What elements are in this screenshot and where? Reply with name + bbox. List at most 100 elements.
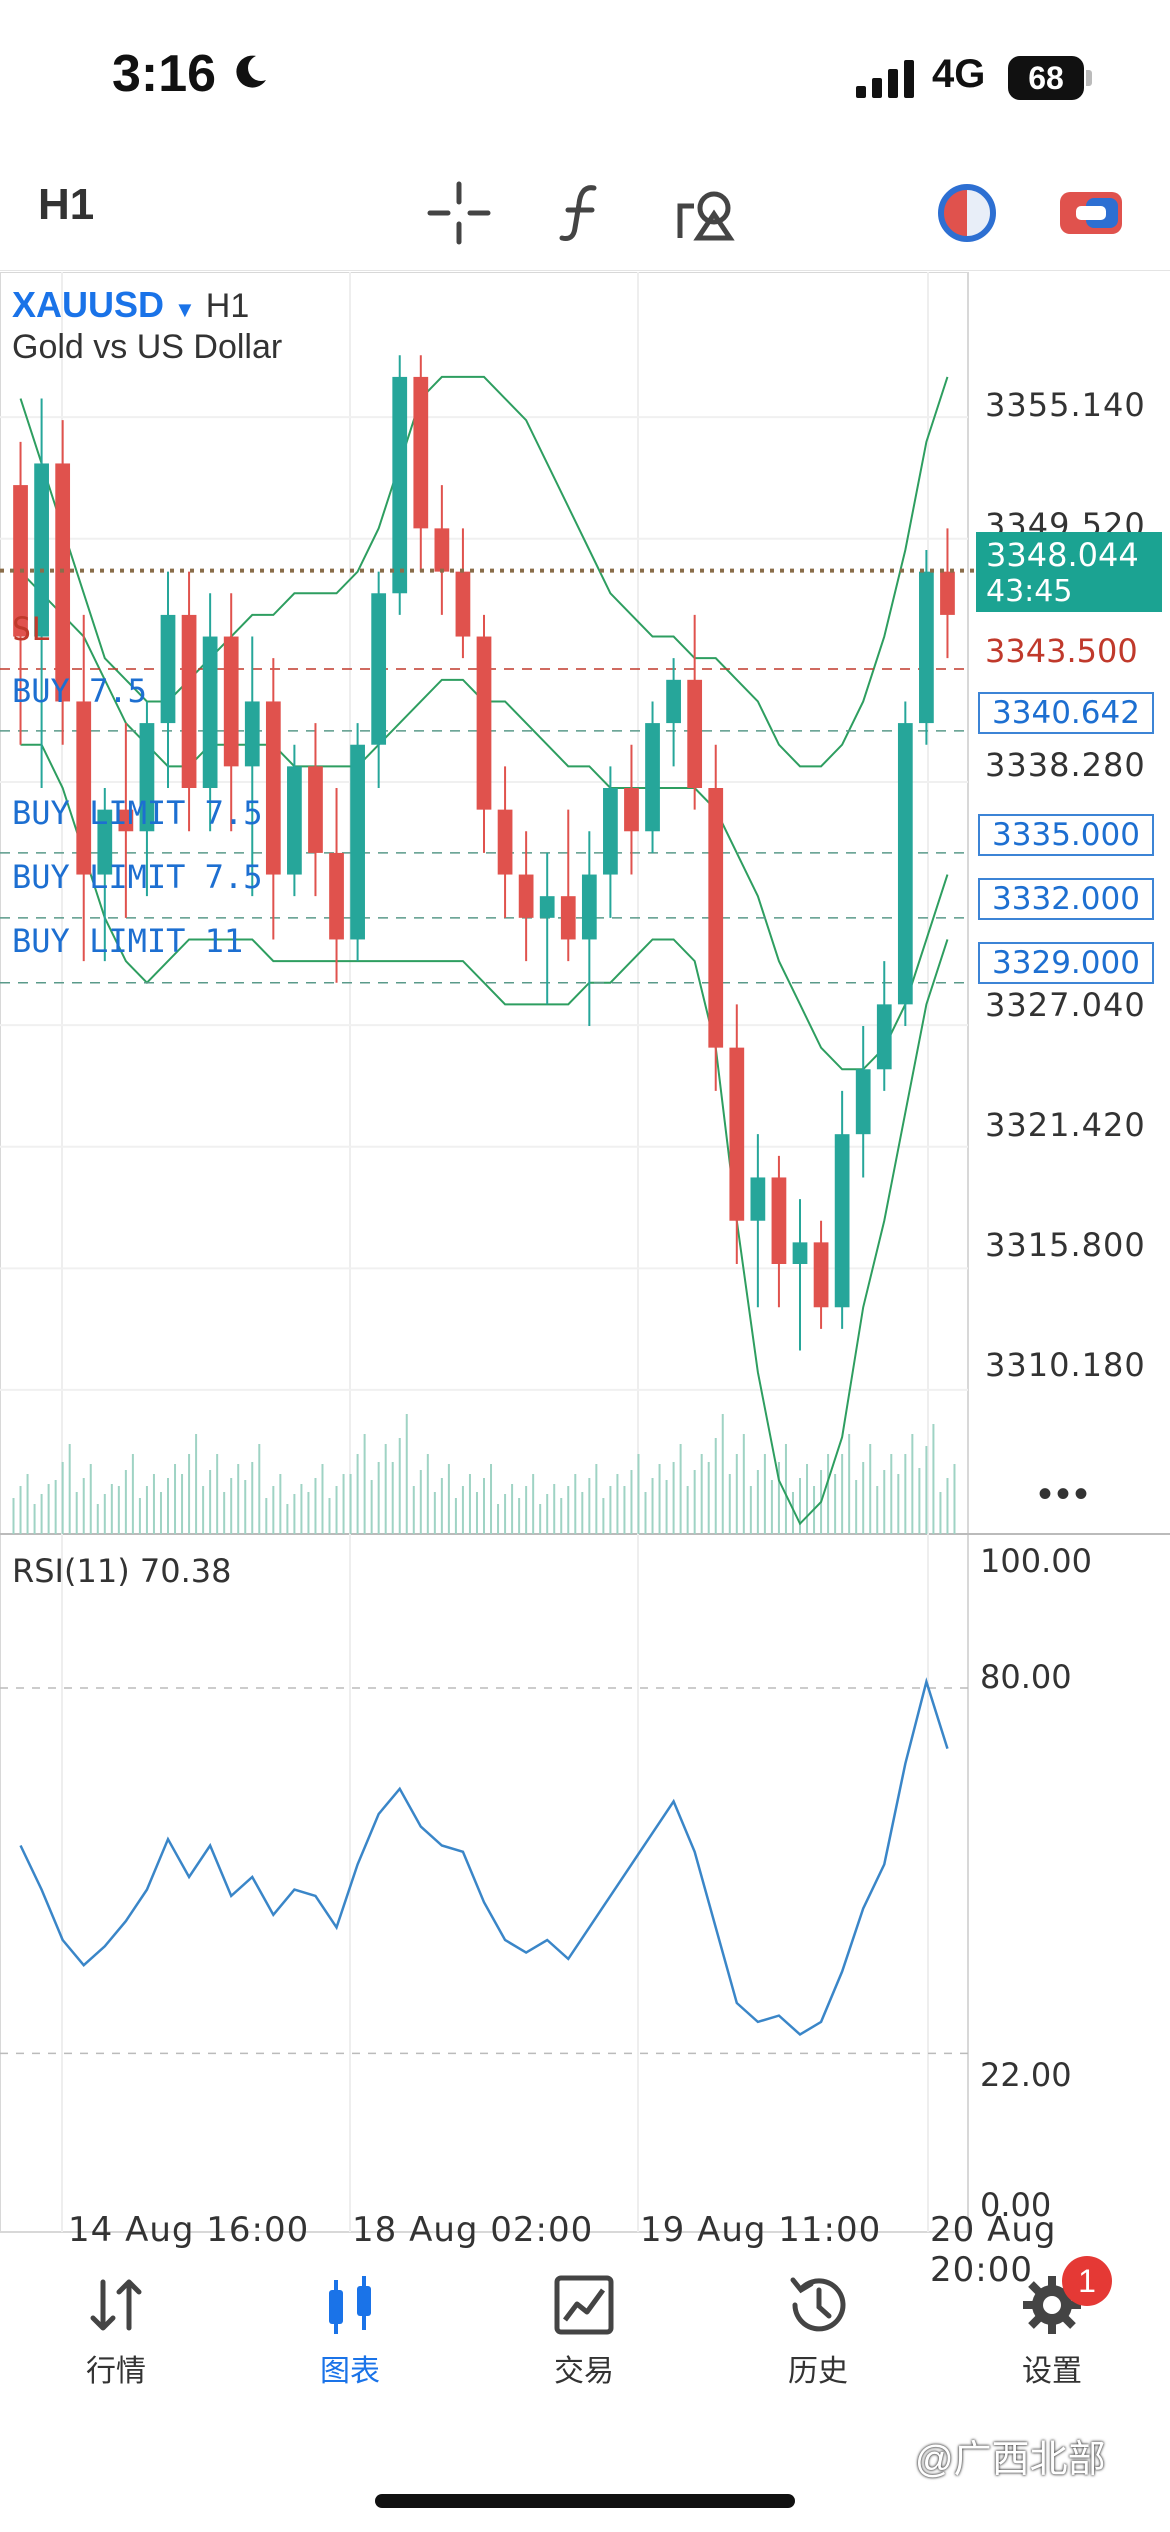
notification-badge: 1 bbox=[1062, 2256, 1112, 2306]
tab-label: 历史 bbox=[788, 2355, 848, 2388]
candle-body bbox=[392, 376, 408, 594]
candle-body bbox=[560, 896, 576, 940]
candle-body bbox=[287, 766, 302, 875]
candle-body bbox=[55, 463, 71, 702]
crosshair-icon[interactable] bbox=[424, 178, 494, 248]
candle-body bbox=[708, 788, 724, 1048]
candle-body bbox=[919, 571, 934, 724]
candle-body bbox=[687, 679, 703, 788]
candle-body bbox=[624, 788, 639, 832]
candle-body bbox=[603, 788, 618, 875]
order-label[interactable]: BUY LIMIT 7.5 bbox=[12, 794, 263, 832]
tab-history[interactable]: 历史 bbox=[728, 2260, 908, 2410]
bottom-tab-bar: 行情 图表 交易 历史 bbox=[0, 2256, 1170, 2410]
stop-loss-price: 3343.500 bbox=[985, 632, 1138, 670]
home-indicator[interactable] bbox=[375, 2494, 795, 2508]
candle-body bbox=[244, 701, 260, 767]
timeframe-selector[interactable]: H1 bbox=[38, 180, 95, 229]
time-axis-label: 19 Aug 11:00 bbox=[640, 2210, 882, 2250]
tab-trade[interactable]: 交易 bbox=[494, 2260, 674, 2410]
indicator-f-icon[interactable] bbox=[548, 178, 618, 248]
candle-body bbox=[265, 701, 281, 875]
battery-icon: 68 bbox=[1008, 56, 1084, 100]
network-type: 4G bbox=[932, 52, 986, 96]
current-price-tag: 3348.044 43:45 bbox=[976, 532, 1162, 612]
tab-label: 图表 bbox=[320, 2355, 380, 2388]
order-price-tag[interactable]: 3340.642 bbox=[978, 692, 1154, 734]
price-axis-label: 3327.040 bbox=[985, 986, 1146, 1024]
candle-body bbox=[729, 1047, 745, 1221]
symbol-name[interactable]: XAUUSD bbox=[12, 284, 165, 325]
tab-quotes[interactable]: 行情 bbox=[26, 2260, 206, 2410]
candle-body bbox=[434, 528, 450, 572]
price-axis-label: 3355.140 bbox=[985, 386, 1146, 424]
rsi-axis-label: 0.00 bbox=[980, 2186, 1052, 2224]
candle-body bbox=[181, 614, 197, 788]
stop-loss-label[interactable]: SL bbox=[12, 610, 51, 648]
time-axis-label: 14 Aug 16:00 bbox=[68, 2210, 310, 2250]
order-label[interactable]: BUY LIMIT 11 bbox=[12, 922, 244, 960]
candle-body bbox=[645, 723, 660, 832]
history-icon bbox=[790, 2277, 846, 2332]
order-price-tag[interactable]: 3332.000 bbox=[978, 878, 1154, 920]
candle-body bbox=[539, 896, 555, 918]
candle-body bbox=[518, 874, 534, 918]
tab-label: 交易 bbox=[554, 2355, 614, 2388]
candle-body bbox=[329, 852, 344, 940]
watermark: @广西北部 bbox=[915, 2439, 1106, 2481]
chart-area[interactable]: XAUUSD ▼ H1 Gold vs US Dollar 3355.140 334… bbox=[0, 272, 1170, 2290]
candle-body bbox=[413, 376, 429, 529]
order-price-tag[interactable]: 3329.000 bbox=[978, 942, 1154, 984]
candle-body bbox=[97, 809, 113, 875]
candle-body bbox=[308, 766, 323, 853]
rsi-label: RSI(11) 70.38 bbox=[12, 1552, 232, 1590]
tab-chart[interactable]: 图表 bbox=[260, 2260, 440, 2410]
candle-body bbox=[476, 636, 492, 810]
candle-body bbox=[139, 723, 155, 832]
bollinger-lower-band bbox=[20, 743, 949, 1526]
tab-settings[interactable]: 设置 1 bbox=[962, 2256, 1142, 2410]
trade-icon bbox=[554, 2275, 614, 2335]
toggle-icon[interactable] bbox=[1056, 178, 1126, 248]
price-axis-label: 3310.180 bbox=[985, 1346, 1146, 1384]
status-time: 3:16 bbox=[112, 45, 217, 103]
candle-countdown: 43:45 bbox=[986, 574, 1073, 609]
moon-icon bbox=[236, 55, 266, 88]
order-label[interactable]: BUY 7.5 bbox=[12, 672, 147, 710]
more-options-icon[interactable]: ••• bbox=[1038, 1472, 1093, 1516]
candle-body bbox=[118, 809, 134, 832]
symbol-dropdown-icon[interactable]: ▼ bbox=[174, 297, 196, 322]
rsi-axis-label: 80.00 bbox=[980, 1658, 1072, 1696]
candle-body bbox=[371, 593, 387, 745]
price-axis-label: 3315.800 bbox=[985, 1226, 1146, 1264]
candle-body bbox=[34, 463, 49, 637]
signal-icon bbox=[856, 60, 914, 98]
rsi-axis-label: 22.00 bbox=[980, 2056, 1072, 2094]
chart-timeframe: H1 bbox=[205, 287, 250, 325]
candle-body bbox=[834, 1134, 850, 1308]
chart-toolbar: H1 bbox=[0, 160, 1170, 271]
symbol-description: Gold vs US Dollar bbox=[12, 328, 283, 366]
order-price-tag[interactable]: 3335.000 bbox=[978, 814, 1154, 856]
candle-body bbox=[160, 614, 176, 724]
rsi-axis-label: 100.00 bbox=[980, 1542, 1092, 1580]
candle-body bbox=[13, 485, 28, 637]
status-bar: 3:16 4G 68 bbox=[0, 0, 1170, 150]
candle-body bbox=[771, 1177, 787, 1264]
chart-candles-icon bbox=[329, 2276, 371, 2334]
price-axis-label: 3321.420 bbox=[985, 1106, 1146, 1144]
price-chart[interactable] bbox=[0, 272, 1170, 2242]
candle-body bbox=[581, 874, 597, 940]
battery-tip bbox=[1086, 70, 1092, 86]
candle-body bbox=[497, 809, 513, 875]
order-label[interactable]: BUY LIMIT 7.5 bbox=[12, 858, 263, 896]
color-scheme-icon[interactable] bbox=[932, 178, 1002, 248]
objects-icon[interactable] bbox=[672, 178, 742, 248]
rsi-line bbox=[19, 1677, 949, 2037]
chart-header: XAUUSD ▼ H1 bbox=[12, 284, 249, 326]
candle-body bbox=[897, 723, 913, 1005]
tab-label: 设置 bbox=[1022, 2355, 1082, 2388]
tab-label: 行情 bbox=[86, 2355, 146, 2388]
candle-body bbox=[666, 679, 681, 724]
candle-body bbox=[855, 1069, 871, 1135]
